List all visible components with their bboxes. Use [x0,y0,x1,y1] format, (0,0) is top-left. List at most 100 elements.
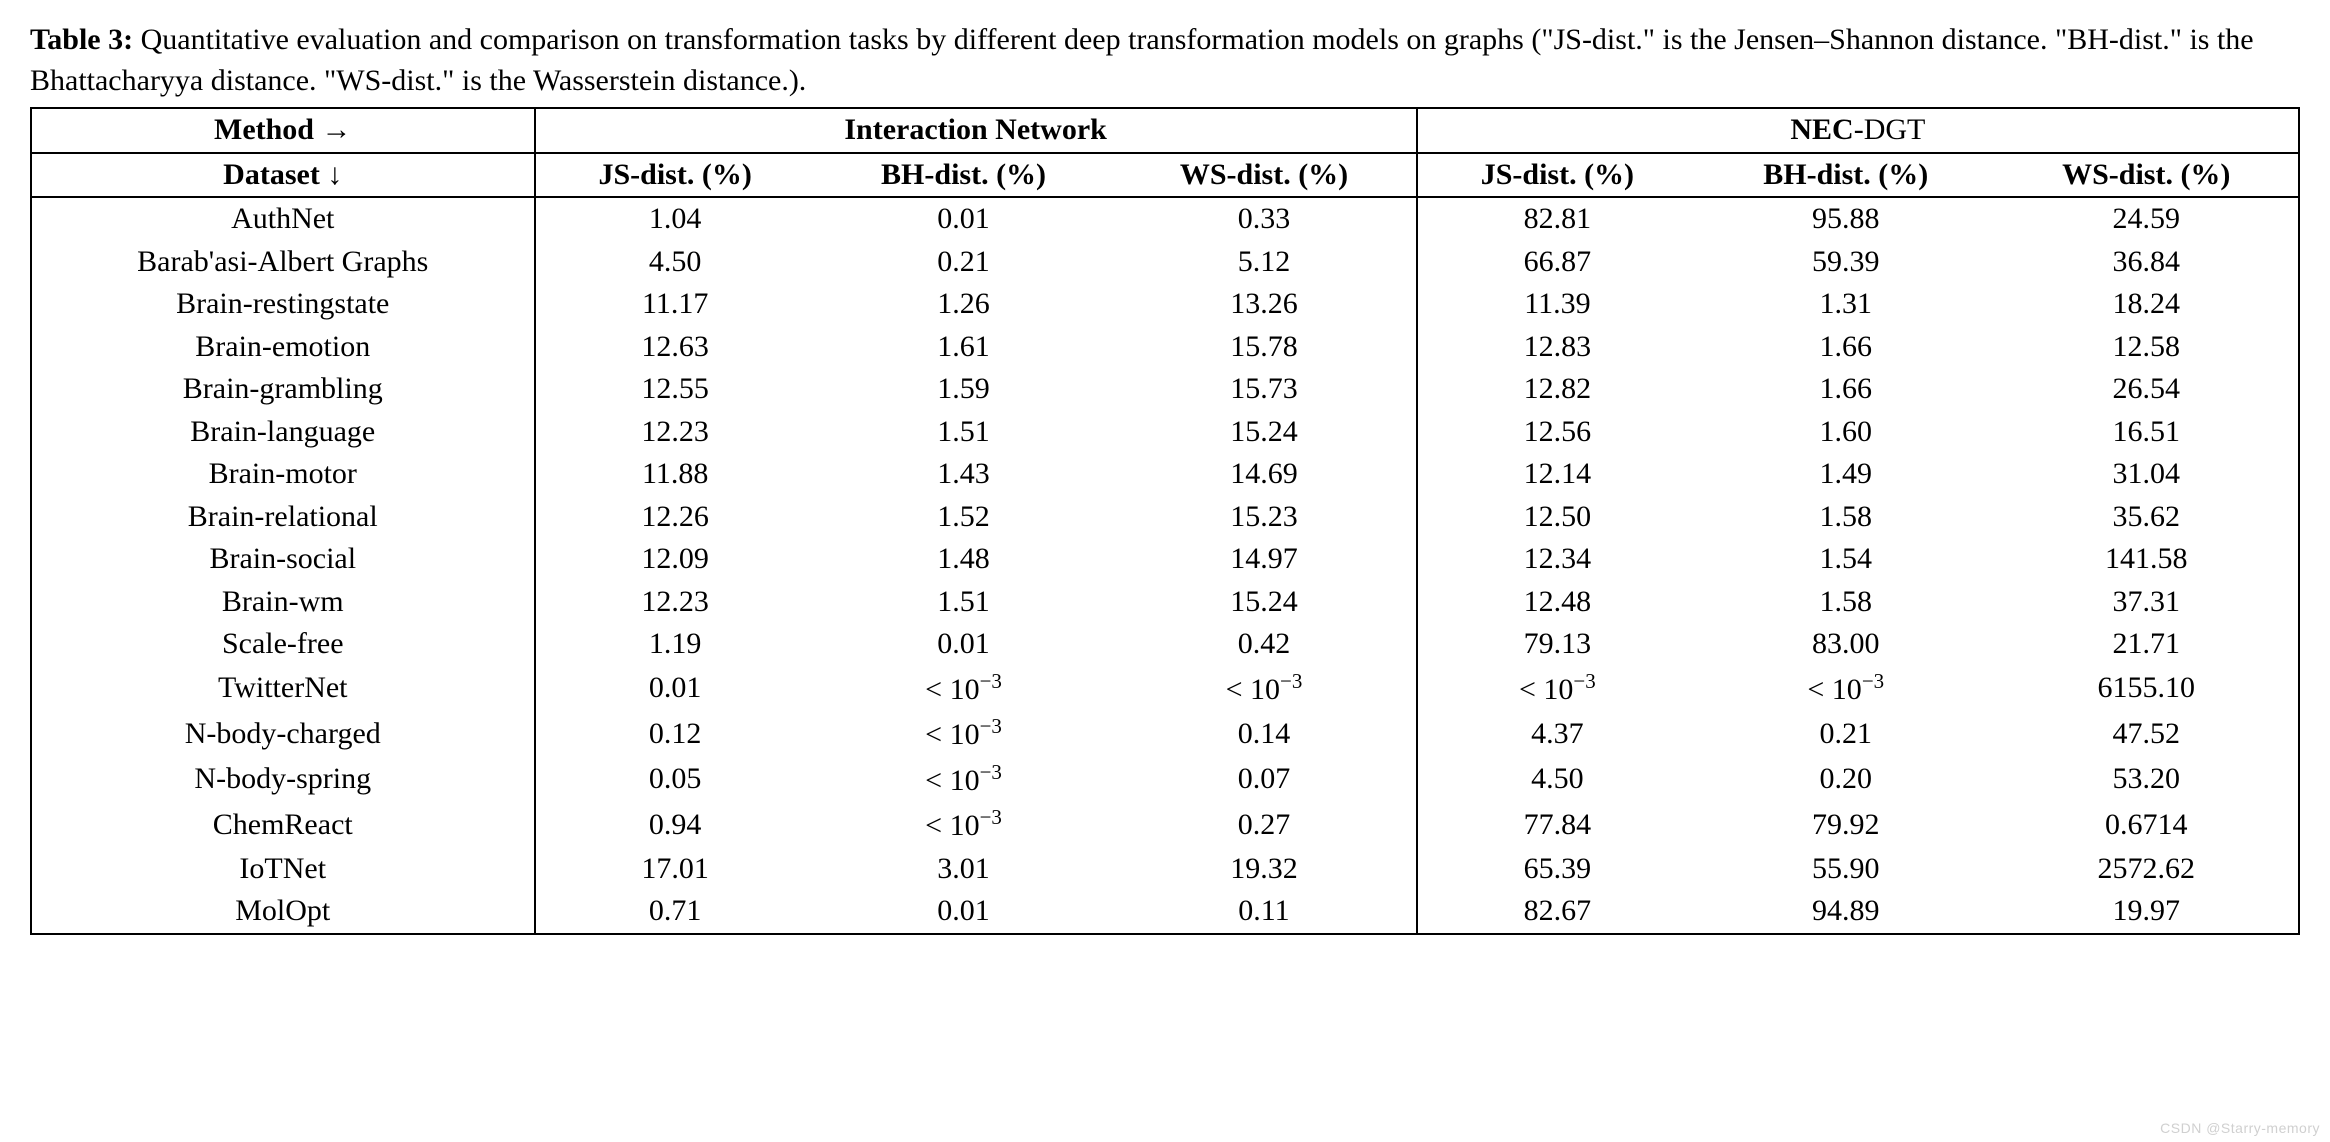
cell-dataset: N-body-spring [31,757,535,803]
cell-b-bh: 94.89 [1697,890,1994,934]
cell-b-bh: 83.00 [1697,623,1994,666]
cell-b-ws: 18.24 [1995,283,2300,326]
header-js-2: JS-dist. (%) [1417,153,1697,198]
cell-a-ws: 14.69 [1112,453,1416,496]
cell-a-bh: 1.51 [815,581,1112,624]
cell-a-ws: 0.33 [1112,197,1416,241]
cell-a-js: 0.94 [535,802,815,848]
cell-b-bh: 1.49 [1697,453,1994,496]
cell-a-js: 12.55 [535,368,815,411]
cell-b-js: 12.48 [1417,581,1697,624]
cell-dataset: TwitterNet [31,666,535,712]
cell-b-js: 4.50 [1417,757,1697,803]
cell-b-ws: 21.71 [1995,623,2300,666]
cell-b-js: 4.37 [1417,711,1697,757]
cell-a-bh: 1.61 [815,326,1112,369]
table-row: Barab'asi-Albert Graphs4.500.215.1266.87… [31,241,2299,284]
header-bh-1: BH-dist. (%) [815,153,1112,198]
cell-a-js: 4.50 [535,241,815,284]
cell-a-js: 1.04 [535,197,815,241]
cell-a-ws: 15.73 [1112,368,1416,411]
cell-a-ws: 15.24 [1112,581,1416,624]
cell-dataset: Brain-social [31,538,535,581]
header-bh-2: BH-dist. (%) [1697,153,1994,198]
table-body: AuthNet1.040.010.3382.8195.8824.59Barab'… [31,197,2299,934]
cell-a-js: 0.71 [535,890,815,934]
cell-a-js: 12.23 [535,411,815,454]
cell-b-ws: 26.54 [1995,368,2300,411]
table-row: Scale-free1.190.010.4279.1383.0021.71 [31,623,2299,666]
cell-b-js: 77.84 [1417,802,1697,848]
cell-b-js: 65.39 [1417,848,1697,891]
results-table: Method → Interaction Network NEC-DGT Dat… [30,107,2300,935]
cell-dataset: MolOpt [31,890,535,934]
table-row: Brain-wm12.231.5115.2412.481.5837.31 [31,581,2299,624]
table-row: ChemReact0.94< 10−30.2777.8479.920.6714 [31,802,2299,848]
cell-b-bh: 0.21 [1697,711,1994,757]
cell-dataset: Brain-relational [31,496,535,539]
cell-a-bh: 1.51 [815,411,1112,454]
cell-b-ws: 12.58 [1995,326,2300,369]
cell-b-ws: 53.20 [1995,757,2300,803]
cell-b-js: 12.83 [1417,326,1697,369]
cell-a-bh: < 10−3 [815,802,1112,848]
table-caption-label: Table 3: [30,23,133,56]
header-method: Method → [31,108,535,153]
cell-b-bh: 55.90 [1697,848,1994,891]
cell-b-js: 66.87 [1417,241,1697,284]
cell-b-js: 79.13 [1417,623,1697,666]
cell-a-ws: 15.78 [1112,326,1416,369]
cell-dataset: ChemReact [31,802,535,848]
cell-a-js: 1.19 [535,623,815,666]
table-row: Brain-grambling12.551.5915.7312.821.6626… [31,368,2299,411]
cell-a-js: 12.09 [535,538,815,581]
cell-a-bh: 0.01 [815,623,1112,666]
cell-a-bh: 1.52 [815,496,1112,539]
cell-b-bh: 1.31 [1697,283,1994,326]
cell-a-js: 11.17 [535,283,815,326]
cell-b-ws: 35.62 [1995,496,2300,539]
table-row: Brain-restingstate11.171.2613.2611.391.3… [31,283,2299,326]
table-row: Brain-social12.091.4814.9712.341.54141.5… [31,538,2299,581]
cell-a-bh: 1.48 [815,538,1112,581]
cell-dataset: Brain-emotion [31,326,535,369]
cell-a-bh: < 10−3 [815,711,1112,757]
cell-a-js: 0.12 [535,711,815,757]
cell-a-ws: 0.07 [1112,757,1416,803]
cell-b-ws: 2572.62 [1995,848,2300,891]
cell-b-bh: 59.39 [1697,241,1994,284]
table-row: Brain-relational12.261.5215.2312.501.583… [31,496,2299,539]
cell-b-js: 11.39 [1417,283,1697,326]
cell-a-js: 0.01 [535,666,815,712]
cell-b-bh: 79.92 [1697,802,1994,848]
table-row: IoTNet17.013.0119.3265.3955.902572.62 [31,848,2299,891]
cell-b-bh: < 10−3 [1697,666,1994,712]
table-row: Brain-language12.231.5115.2412.561.6016.… [31,411,2299,454]
table-row: Brain-emotion12.631.6115.7812.831.6612.5… [31,326,2299,369]
table-caption-text: Quantitative evaluation and comparison o… [30,23,2254,97]
cell-dataset: Brain-restingstate [31,283,535,326]
cell-b-js: 82.81 [1417,197,1697,241]
table-row: N-body-charged0.12< 10−30.144.370.2147.5… [31,711,2299,757]
cell-b-ws: 19.97 [1995,890,2300,934]
header-group-interaction-network: Interaction Network [535,108,1417,153]
cell-a-ws: < 10−3 [1112,666,1416,712]
cell-b-ws: 31.04 [1995,453,2300,496]
cell-dataset: AuthNet [31,197,535,241]
header-ws-2: WS-dist. (%) [1995,153,2300,198]
cell-dataset: Brain-grambling [31,368,535,411]
cell-a-ws: 19.32 [1112,848,1416,891]
cell-a-bh: 3.01 [815,848,1112,891]
cell-dataset: Scale-free [31,623,535,666]
header-dataset: Dataset ↓ [31,153,535,198]
cell-b-bh: 0.20 [1697,757,1994,803]
cell-a-ws: 15.24 [1112,411,1416,454]
cell-a-ws: 0.42 [1112,623,1416,666]
cell-b-js: < 10−3 [1417,666,1697,712]
cell-b-bh: 1.58 [1697,496,1994,539]
cell-b-ws: 47.52 [1995,711,2300,757]
cell-dataset: Barab'asi-Albert Graphs [31,241,535,284]
cell-dataset: N-body-charged [31,711,535,757]
cell-a-js: 12.26 [535,496,815,539]
cell-b-bh: 1.54 [1697,538,1994,581]
